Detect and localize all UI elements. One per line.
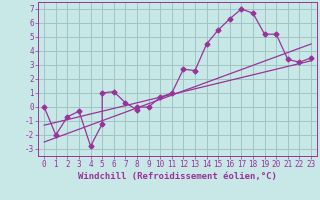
X-axis label: Windchill (Refroidissement éolien,°C): Windchill (Refroidissement éolien,°C) [78,172,277,181]
